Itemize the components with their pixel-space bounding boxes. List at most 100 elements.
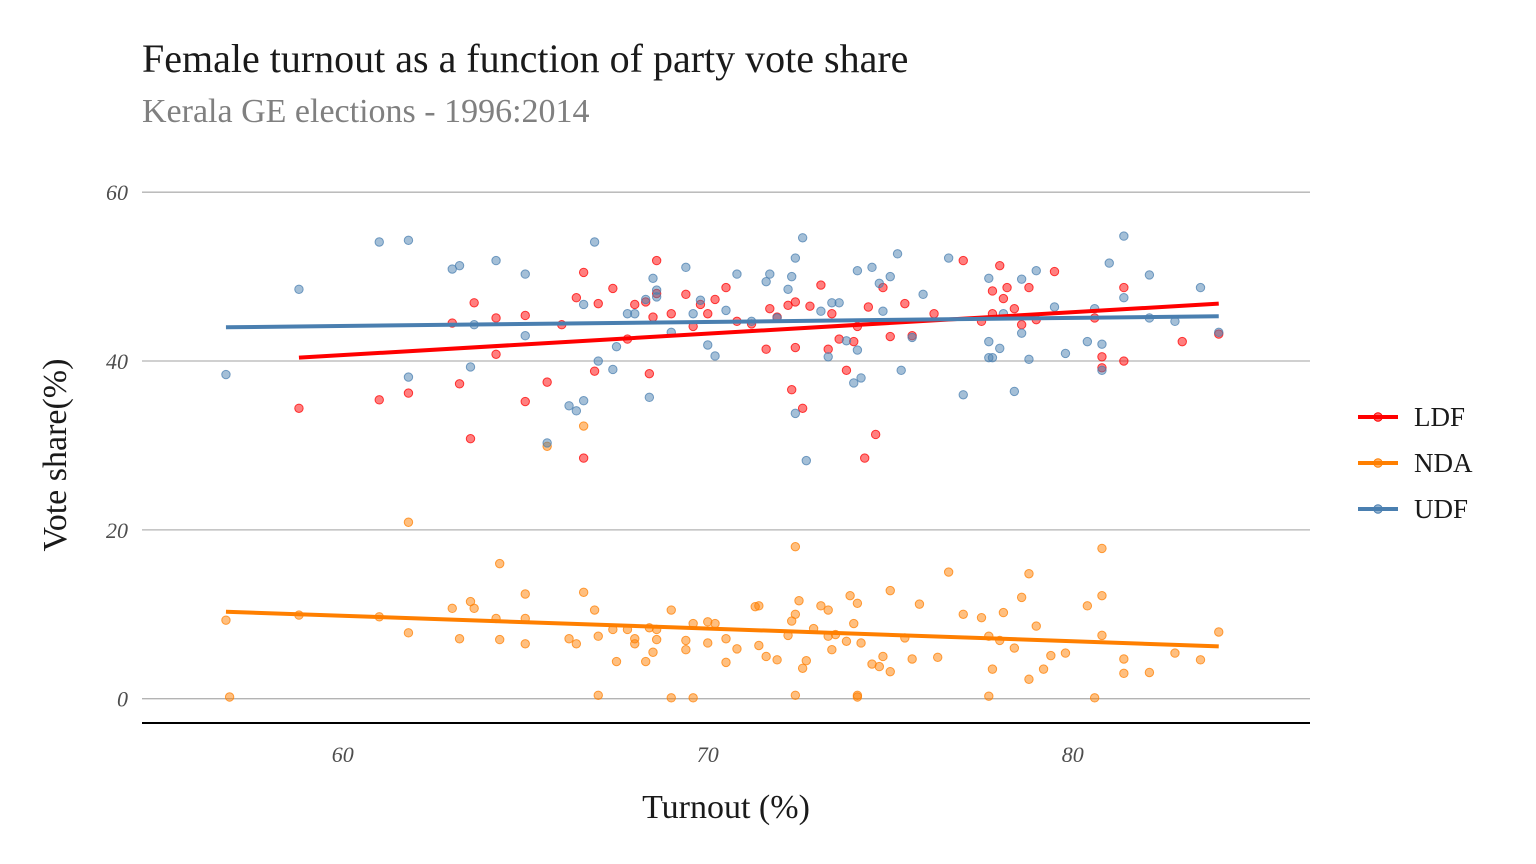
series-udf-points	[221, 231, 1224, 466]
data-point	[896, 365, 906, 376]
data-point	[816, 280, 826, 290]
data-point	[1082, 336, 1093, 347]
data-point	[790, 253, 801, 263]
data-point	[1016, 328, 1027, 338]
data-point	[841, 365, 852, 376]
data-point	[1144, 270, 1155, 280]
data-point	[403, 628, 414, 638]
data-point	[651, 292, 662, 302]
x-tick-label: 80	[1062, 742, 1084, 767]
data-point	[589, 366, 600, 376]
data-point	[630, 299, 640, 310]
data-point	[1097, 590, 1107, 601]
y-tick-label: 60	[106, 180, 128, 205]
data-point	[761, 276, 771, 287]
data-point	[564, 401, 574, 411]
x-axis-ticks: 60 70 80	[332, 742, 1084, 767]
data-point	[681, 645, 691, 655]
legend-item-udf: UDF	[1358, 494, 1468, 524]
data-point	[885, 666, 895, 677]
data-point	[1049, 266, 1060, 277]
data-point	[1031, 621, 1041, 631]
data-point	[958, 609, 968, 619]
data-point	[754, 640, 764, 651]
y-axis-title: Vote share(%)	[37, 359, 74, 552]
data-point	[816, 601, 826, 611]
data-point	[998, 293, 1009, 304]
data-point	[998, 607, 1009, 618]
data-point	[1097, 352, 1107, 362]
data-point	[648, 273, 658, 284]
data-point	[651, 634, 662, 645]
data-point	[984, 273, 994, 284]
data-point	[666, 309, 676, 319]
data-point	[790, 690, 801, 700]
data-point	[885, 271, 895, 282]
data-point	[1119, 231, 1129, 241]
data-point	[1024, 674, 1034, 684]
data-point	[374, 237, 384, 247]
data-points	[221, 231, 1224, 703]
data-point	[520, 269, 530, 279]
data-point	[1119, 282, 1129, 293]
data-point	[1214, 327, 1224, 338]
data-point	[987, 352, 998, 363]
data-point	[1009, 303, 1020, 314]
data-point	[1119, 356, 1129, 366]
data-point	[885, 331, 895, 342]
legend-label: UDF	[1414, 494, 1468, 524]
data-point	[1002, 282, 1012, 293]
trend-line-udf	[225, 314, 1219, 330]
data-point	[885, 585, 895, 596]
data-point	[761, 344, 771, 354]
legend-key-point	[1373, 504, 1383, 514]
data-point	[841, 336, 852, 346]
y-tick-label: 0	[117, 687, 128, 712]
y-axis-ticks: 0 20 40 60	[106, 180, 128, 711]
data-point	[849, 378, 859, 388]
data-point	[1214, 627, 1224, 637]
y-gridlines	[142, 191, 1310, 700]
data-point	[943, 253, 954, 263]
data-point	[294, 403, 304, 413]
data-point	[221, 369, 231, 380]
data-point	[688, 309, 698, 319]
data-point	[611, 341, 622, 352]
data-point	[907, 654, 917, 664]
data-point	[651, 255, 662, 266]
data-point	[520, 396, 530, 407]
data-point	[564, 634, 574, 644]
data-point	[721, 305, 731, 316]
data-point	[1060, 648, 1071, 658]
data-point	[681, 289, 691, 300]
data-point	[732, 269, 742, 279]
y-tick-label: 20	[106, 518, 128, 543]
data-point	[1031, 266, 1041, 276]
data-point	[797, 233, 808, 243]
data-point	[224, 692, 235, 702]
data-point	[520, 331, 530, 341]
data-point	[688, 693, 698, 703]
data-point	[1119, 293, 1129, 303]
data-point	[1024, 354, 1034, 365]
trend-lines	[225, 301, 1219, 649]
data-point	[1046, 650, 1056, 661]
data-point	[801, 455, 811, 466]
data-point	[907, 332, 917, 343]
data-point	[754, 601, 764, 611]
data-point	[852, 345, 863, 355]
data-point	[221, 615, 231, 625]
data-point	[801, 655, 811, 666]
data-point	[403, 372, 414, 382]
x-axis-title: Turnout (%)	[642, 789, 810, 826]
data-point	[520, 589, 530, 599]
data-point	[681, 262, 691, 273]
data-point	[447, 603, 457, 614]
data-point	[765, 303, 775, 314]
data-point	[984, 691, 994, 701]
data-point	[878, 651, 888, 662]
data-point	[856, 373, 866, 383]
data-point	[1009, 386, 1020, 397]
data-point	[856, 638, 866, 648]
